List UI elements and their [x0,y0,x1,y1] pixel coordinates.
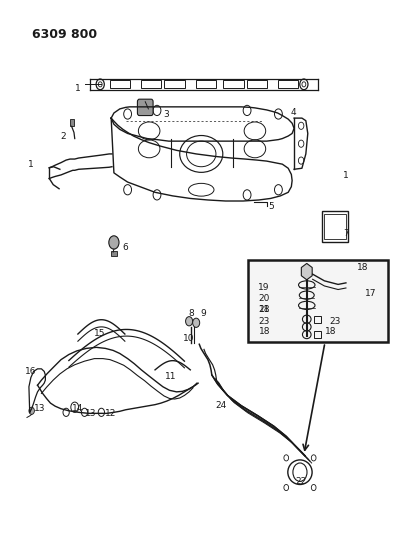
Text: 20: 20 [258,294,269,303]
Bar [110,80,130,88]
Text: 13: 13 [84,409,96,418]
Text: 7: 7 [343,229,349,238]
Text: 23: 23 [258,317,269,326]
Circle shape [109,236,119,249]
Circle shape [193,318,200,327]
Text: 15: 15 [93,328,105,337]
Text: 18: 18 [259,305,271,314]
Bar [314,331,321,338]
Text: 3: 3 [163,110,169,119]
Bar [141,80,161,88]
Text: 10: 10 [183,334,195,343]
Text: 8: 8 [188,309,194,318]
Bar [247,80,267,88]
Text: 18: 18 [326,327,337,336]
Bar [278,80,298,88]
Text: 17: 17 [365,288,376,297]
Text: 12: 12 [105,409,117,418]
Circle shape [186,317,193,326]
Text: 23: 23 [329,317,341,326]
Text: 1: 1 [28,160,33,168]
Text: 2: 2 [60,132,66,141]
Text: 1: 1 [343,171,349,180]
Text: 24: 24 [215,401,226,410]
Circle shape [29,407,34,414]
Text: 4: 4 [290,109,296,117]
Text: 5: 5 [268,202,274,211]
Text: 9: 9 [200,309,206,318]
FancyBboxPatch shape [137,99,153,116]
Bar [322,211,348,242]
Bar [314,316,321,323]
Bar [70,119,74,126]
Bar [324,214,346,239]
Text: 18: 18 [259,327,271,336]
Bar [111,251,117,256]
Bar [248,260,388,342]
Bar [223,80,244,88]
Text: 18: 18 [357,263,368,272]
Text: 21: 21 [258,305,269,314]
Text: 19: 19 [258,284,270,293]
Bar [164,80,185,88]
Text: 13: 13 [34,404,46,413]
Text: 16: 16 [24,367,36,376]
Bar [196,80,216,88]
Text: 14: 14 [72,404,83,413]
Text: 22: 22 [295,478,307,486]
Text: 11: 11 [165,372,176,381]
Text: 6: 6 [122,244,128,253]
Text: 6309 800: 6309 800 [32,28,97,41]
Text: 1: 1 [75,84,81,93]
